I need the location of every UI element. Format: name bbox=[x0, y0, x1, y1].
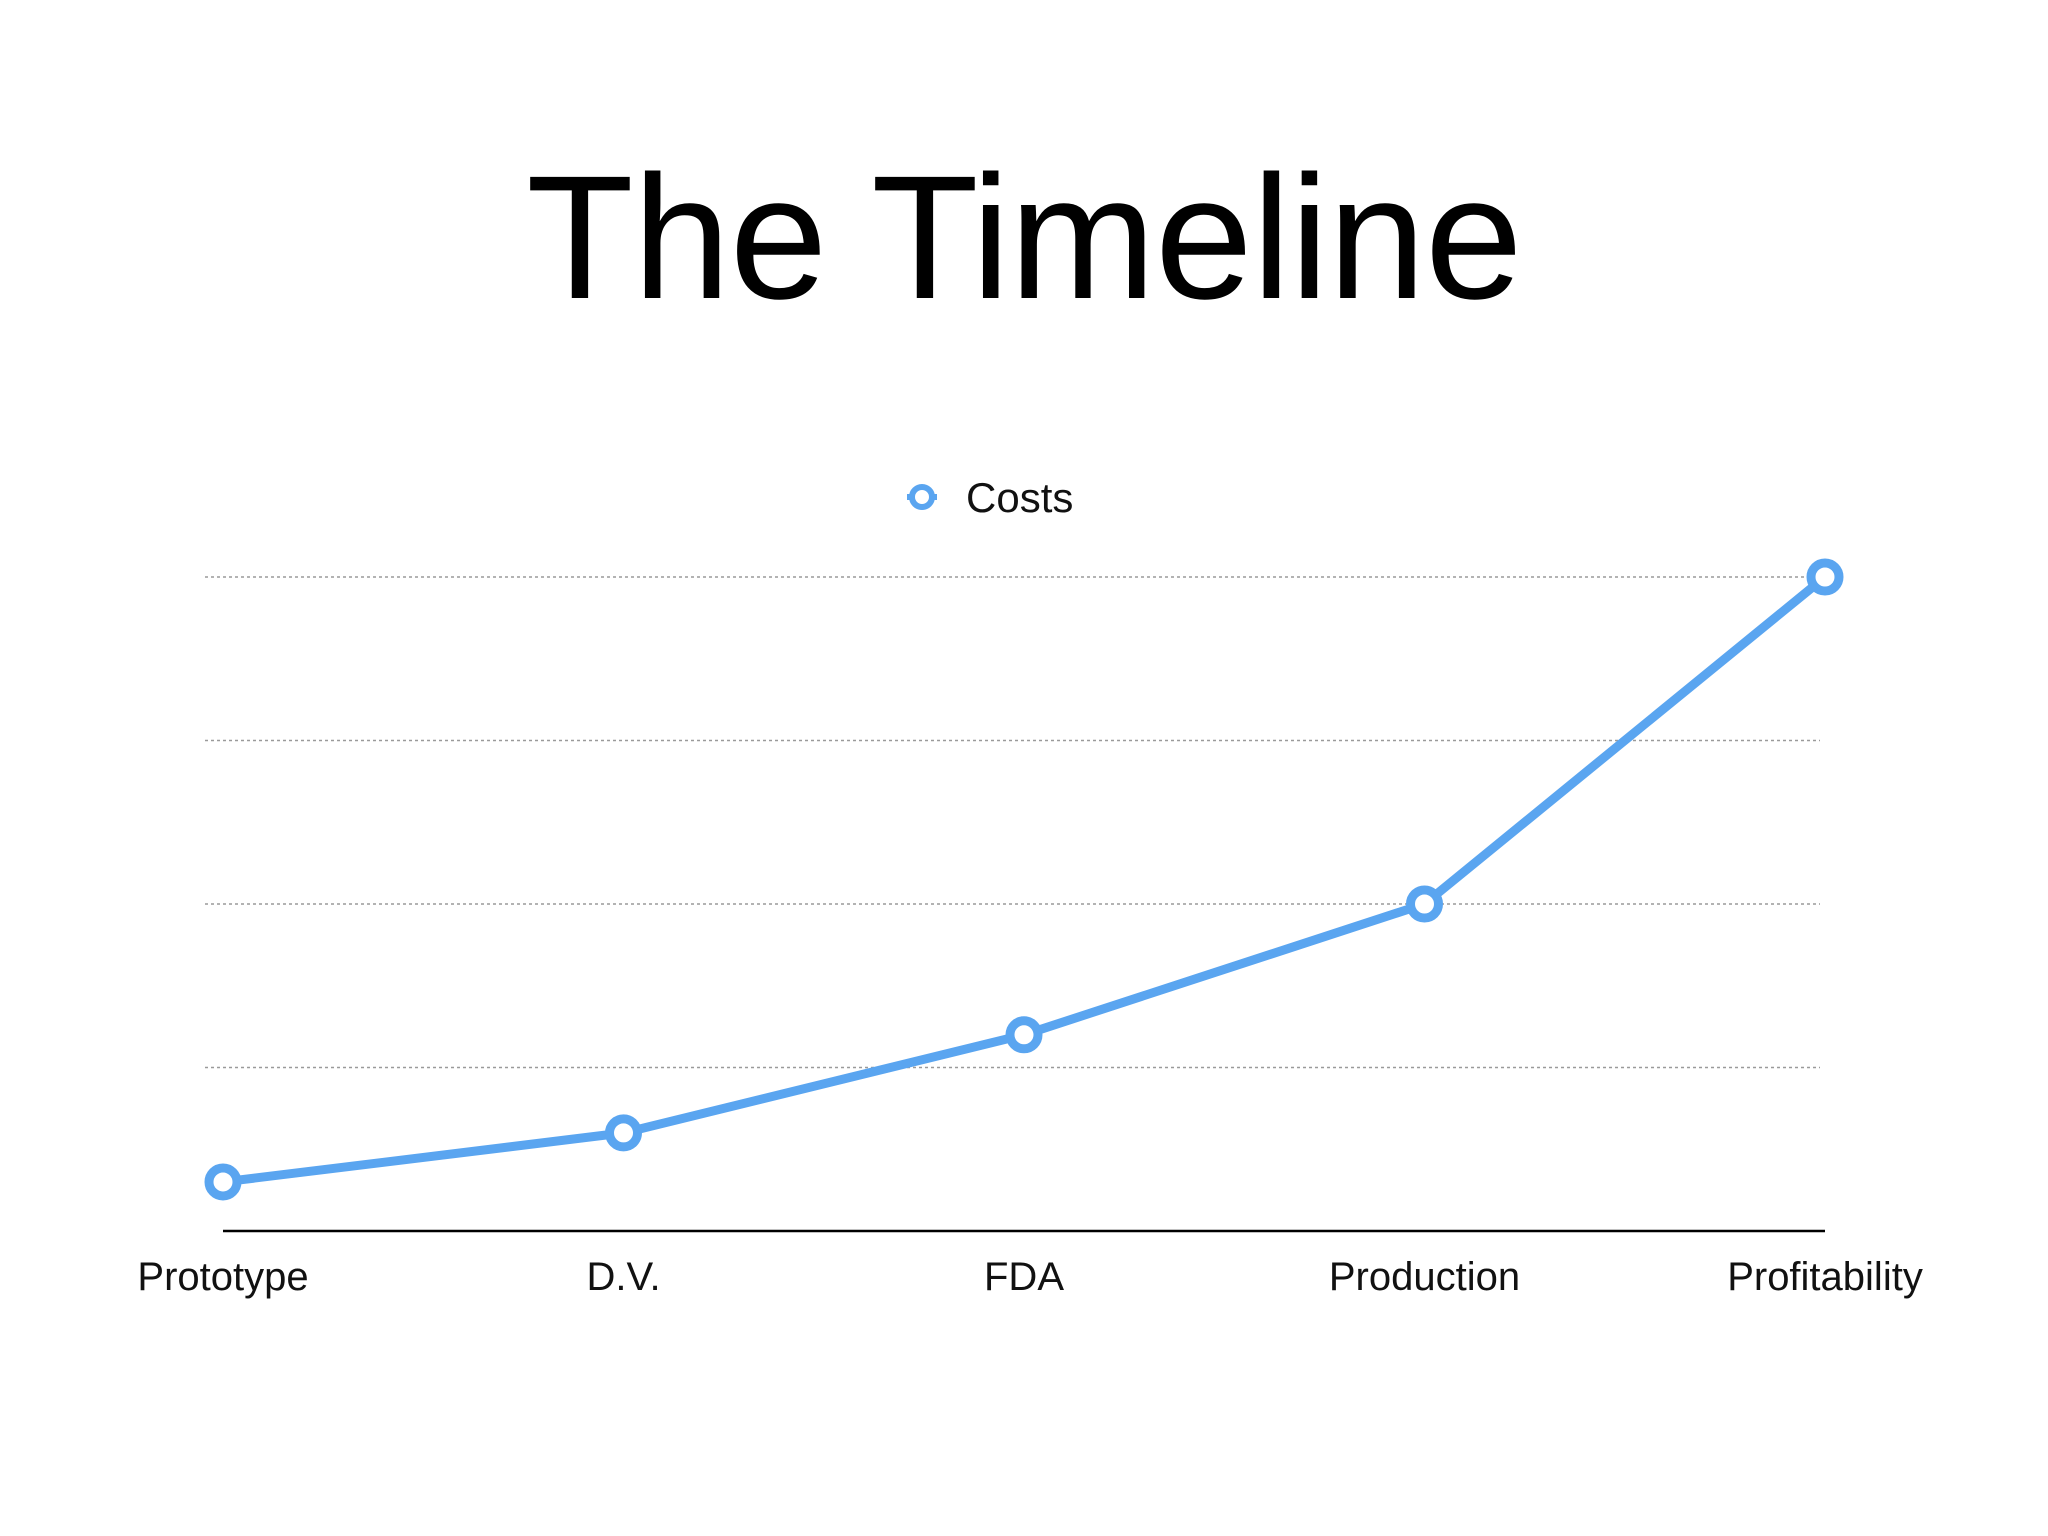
x-tick-label: Production bbox=[1329, 1255, 1520, 1299]
x-tick-label: D.V. bbox=[586, 1255, 660, 1299]
series-costs bbox=[204, 558, 1844, 1201]
data-point-fda bbox=[1005, 1016, 1043, 1054]
legend-label-costs: Costs bbox=[966, 474, 1073, 521]
data-point-production bbox=[1406, 885, 1443, 923]
data-point-prototype bbox=[204, 1163, 242, 1201]
series-line-costs bbox=[218, 572, 1830, 1187]
x-tick-label: FDA bbox=[984, 1255, 1064, 1299]
legend: Costs bbox=[907, 474, 1073, 521]
legend-marker bbox=[909, 484, 935, 510]
x-tick-labels: Prototype D.V. FDA Production Profitability bbox=[137, 1255, 1922, 1299]
x-tick-label: Profitability bbox=[1727, 1255, 1923, 1299]
slide-title: The Timeline bbox=[526, 140, 1523, 336]
gridlines bbox=[205, 576, 1820, 1069]
data-point-profitability bbox=[1806, 558, 1844, 596]
data-point-d-v bbox=[605, 1114, 642, 1152]
x-tick-label: Prototype bbox=[137, 1255, 308, 1299]
